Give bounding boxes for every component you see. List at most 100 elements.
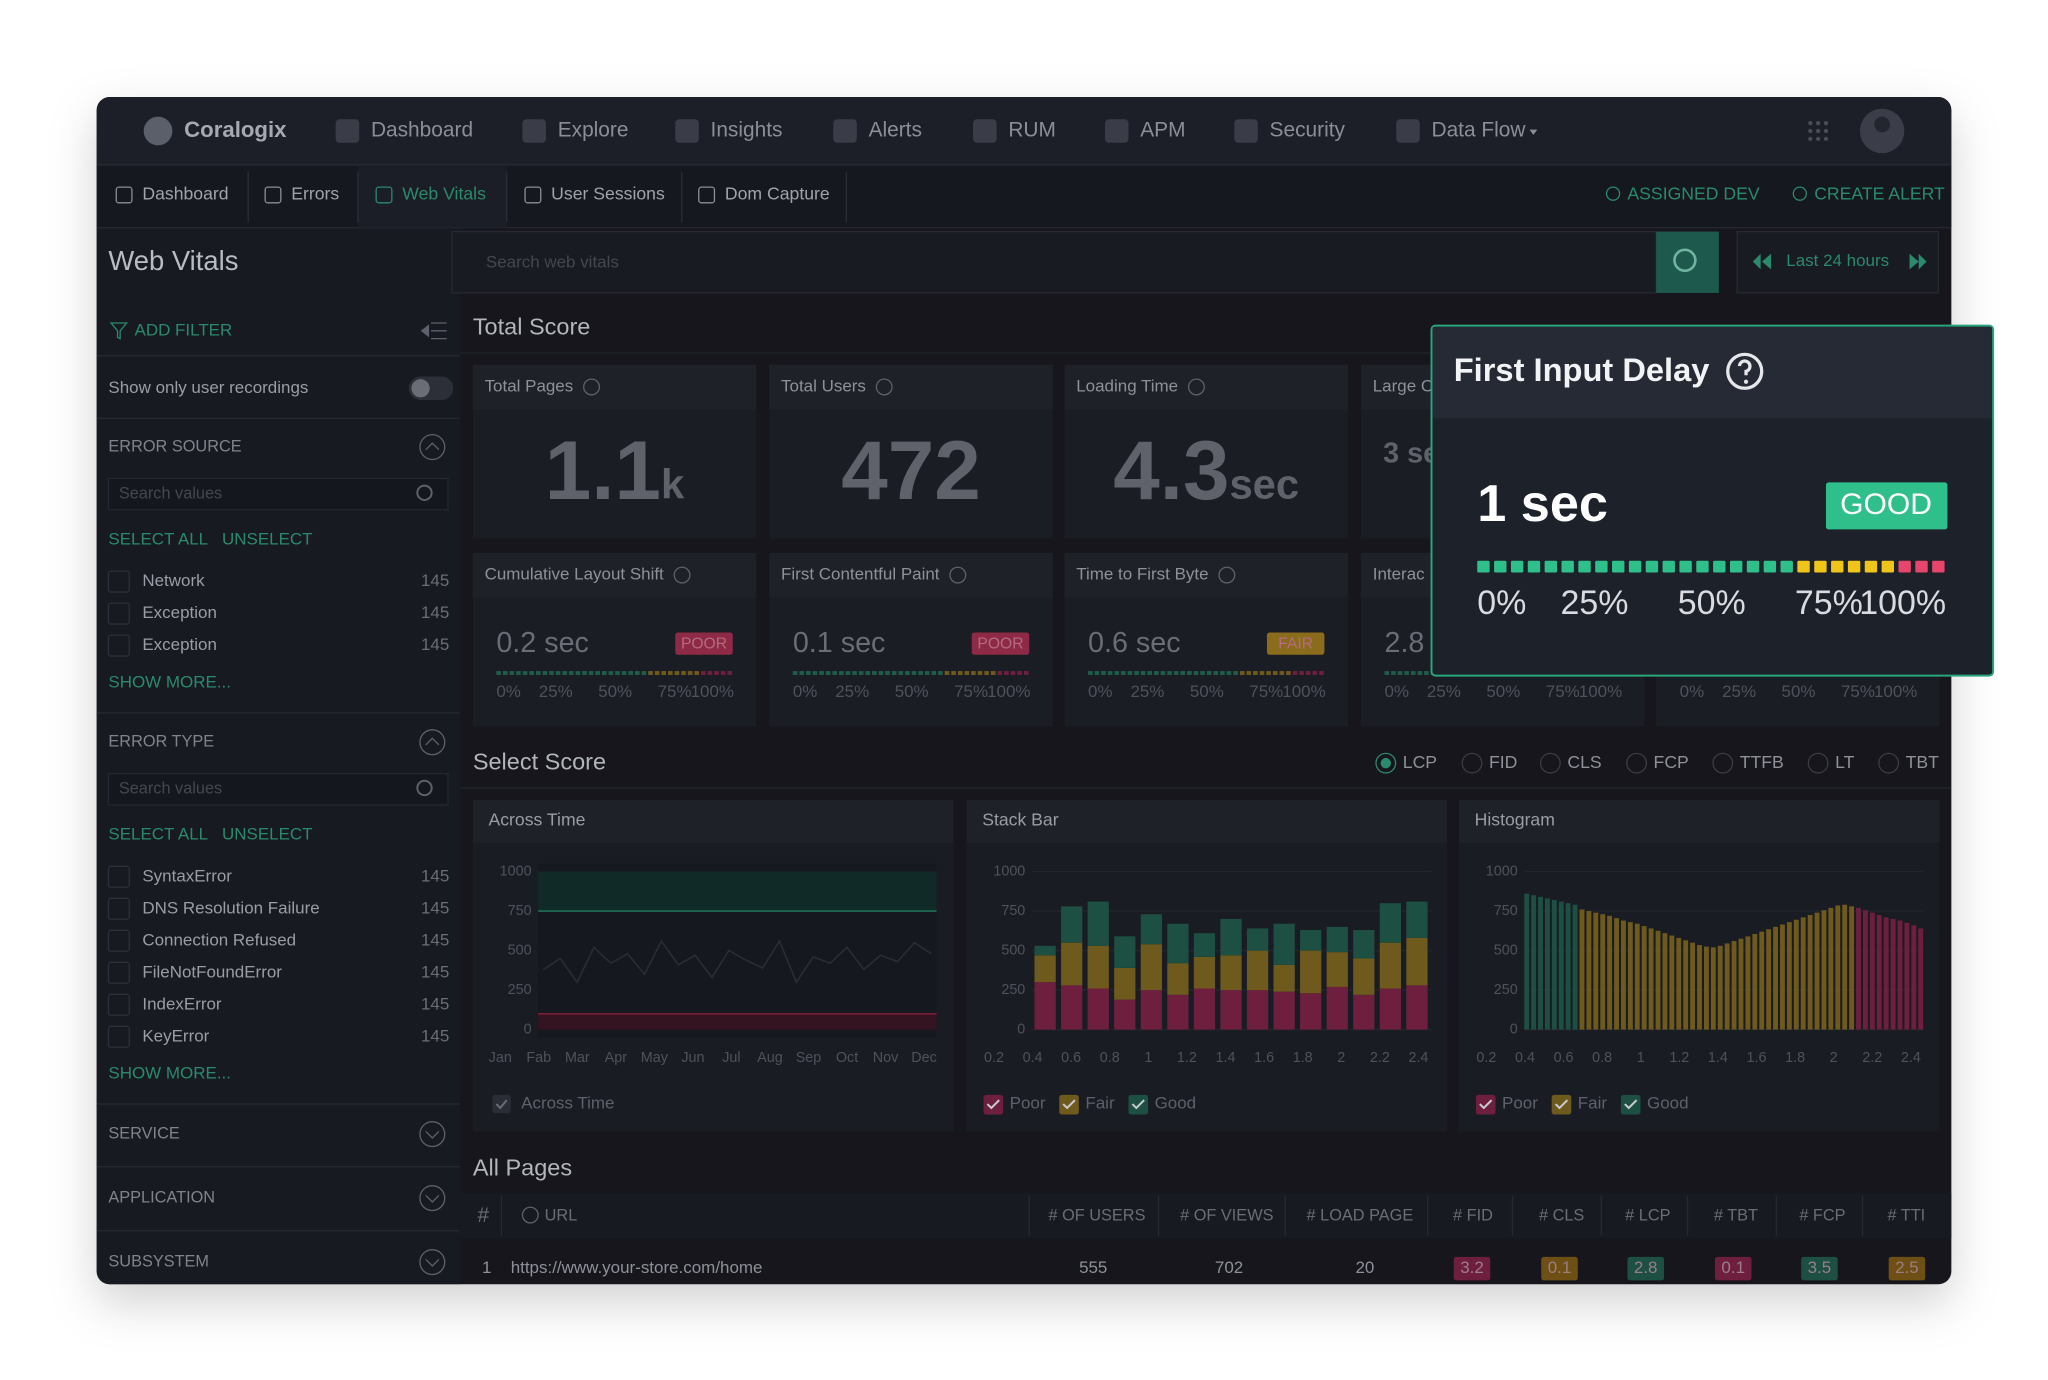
add-filter[interactable]: ADD FILTER bbox=[135, 320, 233, 339]
bar-segment bbox=[1406, 985, 1428, 1030]
y-tick-label: 250 bbox=[1494, 982, 1518, 998]
column-header[interactable]: # CLS bbox=[1539, 1207, 1584, 1225]
scale-segment bbox=[654, 671, 660, 675]
search-input[interactable]: Search values bbox=[119, 780, 222, 798]
check bbox=[1554, 1099, 1569, 1110]
action[interactable]: CREATE ALERT bbox=[1814, 184, 1945, 204]
scale-segment bbox=[648, 671, 653, 675]
nav-item[interactable]: Security bbox=[1270, 118, 1346, 141]
bar-segment bbox=[1220, 918, 1242, 956]
chevron-button[interactable] bbox=[419, 729, 446, 756]
bar-segment bbox=[1087, 945, 1109, 989]
radio[interactable] bbox=[1539, 752, 1561, 774]
time-prev[interactable] bbox=[1752, 253, 1772, 270]
column-header[interactable]: # OF USERS bbox=[1048, 1207, 1145, 1225]
histogram-bar bbox=[1724, 943, 1730, 1030]
histogram-bar bbox=[1759, 931, 1765, 1030]
scale-segment bbox=[1424, 671, 1429, 675]
scale-segment bbox=[1259, 671, 1265, 675]
radio[interactable] bbox=[1461, 752, 1483, 774]
column-header[interactable]: # LCP bbox=[1625, 1207, 1670, 1225]
nav-item[interactable]: Explore bbox=[558, 118, 629, 141]
scale-segment bbox=[1932, 560, 1945, 573]
tab[interactable]: Web Vitals bbox=[402, 184, 486, 204]
search-input[interactable]: Search web vitals bbox=[486, 252, 619, 271]
y-tick-label: 750 bbox=[1494, 903, 1518, 919]
url-link[interactable]: https://www.your-store.com/home bbox=[511, 1258, 763, 1277]
column-header[interactable]: # TTI bbox=[1887, 1207, 1925, 1225]
action[interactable]: ASSIGNED DEV bbox=[1627, 184, 1759, 204]
nav-item[interactable]: Data Flow bbox=[1432, 118, 1527, 141]
nav-item[interactable]: RUM bbox=[1008, 118, 1056, 141]
chevron-button[interactable] bbox=[419, 1121, 446, 1148]
card-label: Total Pages bbox=[485, 376, 574, 395]
radio[interactable] bbox=[1375, 752, 1397, 774]
radio-dot bbox=[1380, 757, 1392, 769]
chevron-button[interactable] bbox=[419, 433, 446, 461]
unselect[interactable]: UNSELECT bbox=[222, 824, 313, 843]
nav-item[interactable]: Insights bbox=[711, 118, 783, 141]
nav-item[interactable]: Dashboard bbox=[371, 118, 473, 141]
scale-segment bbox=[1915, 560, 1928, 573]
legend-label: Poor bbox=[1502, 1094, 1538, 1113]
scale-segment bbox=[1384, 671, 1390, 675]
show-more[interactable]: SHOW MORE... bbox=[108, 672, 231, 691]
section-title: SUBSYSTEM bbox=[108, 1252, 209, 1270]
tab[interactable]: User Sessions bbox=[551, 184, 665, 204]
tab[interactable]: Dashboard bbox=[142, 184, 228, 204]
chevron-button[interactable] bbox=[419, 1249, 446, 1276]
column-header[interactable]: # LOAD PAGE bbox=[1307, 1207, 1414, 1225]
scale-label: 75% bbox=[658, 682, 692, 701]
radio[interactable] bbox=[1712, 752, 1734, 774]
unselect[interactable]: UNSELECT bbox=[222, 529, 313, 548]
scale-segment bbox=[1595, 560, 1608, 573]
column-header[interactable]: # FID bbox=[1453, 1207, 1493, 1225]
scale-segment bbox=[575, 671, 581, 675]
scale-segment bbox=[1696, 560, 1709, 573]
select-all[interactable]: SELECT ALL bbox=[108, 529, 208, 548]
x-tick-label: 0.4 bbox=[1023, 1050, 1043, 1066]
checkbox bbox=[107, 602, 130, 625]
select-all[interactable]: SELECT ALL bbox=[108, 824, 208, 843]
radio[interactable] bbox=[1626, 752, 1648, 774]
y-tick-label: 500 bbox=[508, 942, 532, 958]
scale-segment bbox=[1088, 671, 1093, 675]
x-tick-label: 2.2 bbox=[1370, 1050, 1390, 1066]
column-header[interactable]: # TBT bbox=[1714, 1207, 1758, 1225]
radio[interactable] bbox=[1878, 752, 1900, 774]
scale-segment bbox=[911, 671, 917, 675]
histogram-bar bbox=[1538, 896, 1543, 1030]
scale-segment bbox=[1220, 671, 1225, 675]
help-dot bbox=[1743, 379, 1749, 384]
radio[interactable] bbox=[1807, 752, 1829, 774]
filter-item: IndexError bbox=[142, 994, 222, 1013]
y-tick-label: 750 bbox=[1001, 903, 1025, 919]
filter-item: Exception bbox=[142, 635, 217, 654]
x-tick-label: Sep bbox=[796, 1050, 822, 1066]
card-value: 4.3sec bbox=[1113, 423, 1299, 517]
y-tick-label: 1000 bbox=[500, 863, 532, 879]
chevron bbox=[425, 1195, 440, 1203]
tooltip: First Input Delay 1 sec GOOD 0% 25% 50% 75%100… bbox=[1430, 324, 1995, 677]
histogram-bar bbox=[1600, 914, 1606, 1030]
x-tick-label: 1.6 bbox=[1254, 1050, 1274, 1066]
y-tick-label: 750 bbox=[508, 903, 532, 919]
scale-segment bbox=[819, 671, 824, 675]
x-tick-label: 1 bbox=[1144, 1050, 1152, 1066]
nav-item[interactable]: APM bbox=[1140, 118, 1185, 141]
search-box bbox=[107, 477, 449, 511]
tab[interactable]: Dom Capture bbox=[725, 184, 830, 204]
column-header[interactable]: # FCP bbox=[1799, 1207, 1845, 1225]
chevron-button[interactable] bbox=[419, 1185, 446, 1212]
histogram-bar bbox=[1786, 922, 1792, 1030]
time-next[interactable] bbox=[1909, 253, 1927, 270]
time-range-label[interactable]: Last 24 hours bbox=[1786, 251, 1889, 270]
y-tick-label: 0 bbox=[1017, 1021, 1025, 1037]
scale-segment bbox=[707, 671, 713, 675]
tab[interactable]: Errors bbox=[291, 184, 339, 204]
show-more[interactable]: SHOW MORE... bbox=[108, 1063, 231, 1082]
toggle-knob bbox=[411, 379, 430, 398]
column-header[interactable]: # OF VIEWS bbox=[1180, 1207, 1273, 1225]
search-input[interactable]: Search values bbox=[119, 484, 222, 502]
nav-item[interactable]: Alerts bbox=[869, 118, 922, 141]
